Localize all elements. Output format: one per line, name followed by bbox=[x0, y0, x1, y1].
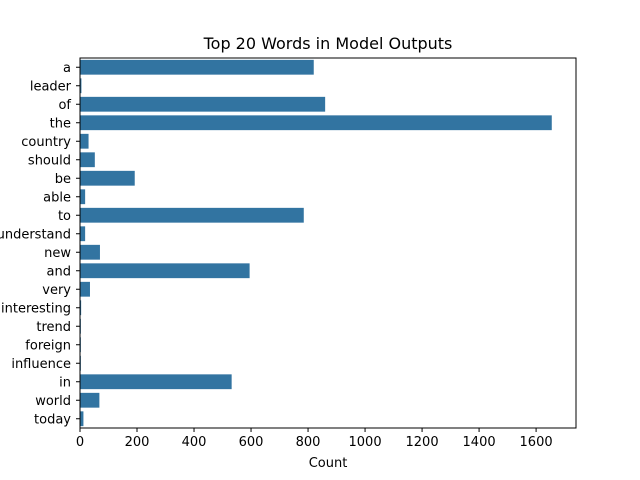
bar-very bbox=[80, 281, 90, 297]
y-tick-label: of bbox=[58, 98, 71, 113]
chart-title: Top 20 Words in Model Outputs bbox=[203, 34, 453, 53]
y-tick-label: to bbox=[58, 209, 71, 224]
bar-today bbox=[80, 411, 84, 427]
bar-in bbox=[80, 374, 232, 390]
y-tick-label: interesting bbox=[1, 301, 71, 316]
x-tick-label: 1000 bbox=[349, 435, 382, 450]
y-tick-label: and bbox=[47, 264, 71, 279]
y-axis-ticks: a leader of the country should be able to underst… bbox=[0, 61, 80, 427]
bar-understand bbox=[80, 226, 86, 242]
plot-frame bbox=[79, 57, 577, 429]
bar-country bbox=[80, 133, 89, 149]
y-tick-label: in bbox=[59, 375, 71, 390]
bar-a bbox=[80, 59, 314, 75]
x-tick-label: 400 bbox=[182, 435, 207, 450]
y-tick-label: able bbox=[43, 190, 71, 205]
x-tick-label: 1600 bbox=[520, 435, 553, 450]
y-tick-label: leader bbox=[30, 79, 72, 94]
y-tick-label: trend bbox=[36, 320, 71, 335]
y-tick-label: country bbox=[21, 135, 71, 150]
bar-able bbox=[80, 189, 86, 205]
y-tick-label: new bbox=[44, 246, 71, 261]
y-tick-label: very bbox=[42, 283, 71, 298]
bar-the bbox=[80, 115, 552, 131]
x-tick-label: 1400 bbox=[463, 435, 496, 450]
bar-interesting bbox=[80, 300, 82, 316]
y-tick-label: a bbox=[63, 61, 71, 76]
y-tick-label: world bbox=[35, 394, 71, 409]
x-axis-ticks: 0 200 400 600 800 1000 1200 1400 1600 bbox=[76, 428, 553, 450]
bar-leader bbox=[80, 78, 82, 94]
bar-world bbox=[80, 392, 100, 408]
bars bbox=[80, 59, 552, 427]
y-tick-label: foreign bbox=[25, 338, 71, 353]
y-tick-label: be bbox=[55, 172, 71, 187]
x-tick-label: 0 bbox=[76, 435, 84, 450]
y-tick-label: should bbox=[28, 153, 71, 168]
x-tick-label: 1200 bbox=[406, 435, 439, 450]
x-tick-label: 200 bbox=[125, 435, 150, 450]
x-tick-label: 600 bbox=[239, 435, 264, 450]
bar-should bbox=[80, 152, 95, 168]
bar-be bbox=[80, 170, 135, 186]
bar-to bbox=[80, 207, 304, 223]
y-tick-label: influence bbox=[11, 357, 71, 372]
x-axis-label: Count bbox=[309, 456, 348, 471]
bar-new bbox=[80, 244, 100, 260]
y-tick-label: understand bbox=[0, 227, 71, 242]
bar-and bbox=[80, 263, 250, 279]
x-tick-label: 800 bbox=[296, 435, 321, 450]
y-tick-label: the bbox=[50, 116, 71, 131]
bar-of bbox=[80, 96, 326, 112]
y-tick-label: today bbox=[34, 412, 71, 427]
